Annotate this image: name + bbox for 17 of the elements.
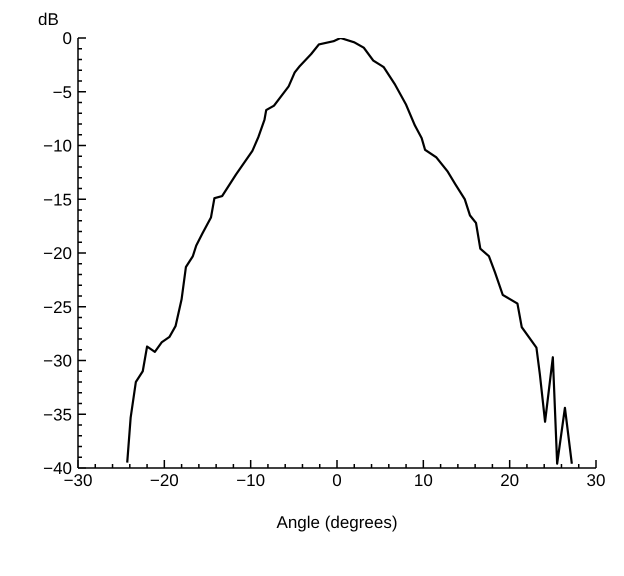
x-tick-label: 20 xyxy=(500,471,520,490)
x-tick-label: 10 xyxy=(414,471,433,490)
y-tick-label: −10 xyxy=(43,136,72,156)
y-tick-label: −15 xyxy=(43,190,72,210)
x-axis-title: Angle (degrees) xyxy=(276,513,398,532)
y-tick-label: −20 xyxy=(43,244,72,263)
line-series xyxy=(126,38,573,465)
x-tick-label: 0 xyxy=(332,471,342,490)
x-tick-label: 30 xyxy=(586,471,606,490)
y-tick-label: −25 xyxy=(43,298,72,317)
y-tick-label: −30 xyxy=(43,352,72,370)
y-tick-label: −5 xyxy=(52,82,72,102)
y-tick-label: −35 xyxy=(43,405,72,424)
x-tick-label: −10 xyxy=(236,471,266,490)
y-tick-label: 0 xyxy=(62,29,72,48)
x-tick-label: −20 xyxy=(150,471,179,490)
y-axis-title: dB xyxy=(38,10,59,30)
